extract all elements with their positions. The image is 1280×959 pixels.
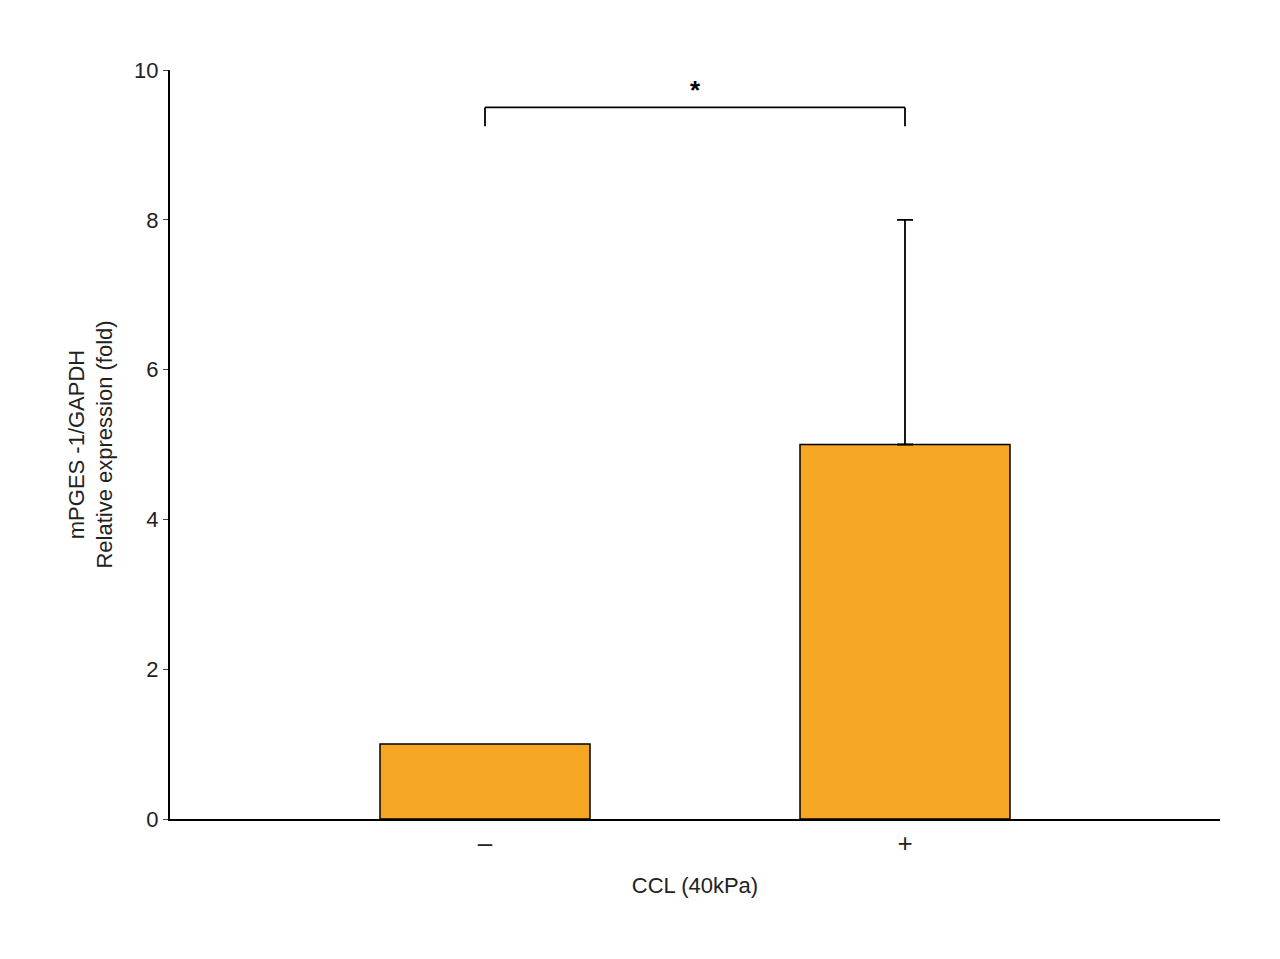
svg-text:–: – — [478, 828, 493, 858]
svg-text:4: 4 — [146, 507, 158, 532]
svg-text:*: * — [690, 75, 701, 105]
svg-text:mPGES -1/GAPDHRelative express: mPGES -1/GAPDHRelative expression (fold) — [64, 320, 118, 568]
svg-text:0: 0 — [146, 807, 158, 832]
svg-text:6: 6 — [146, 357, 158, 382]
svg-text:2: 2 — [146, 657, 158, 682]
svg-text:10: 10 — [134, 58, 158, 83]
svg-text:CCL (40kPa): CCL (40kPa) — [632, 873, 758, 898]
svg-text:8: 8 — [146, 208, 158, 233]
svg-text:+: + — [897, 828, 912, 858]
